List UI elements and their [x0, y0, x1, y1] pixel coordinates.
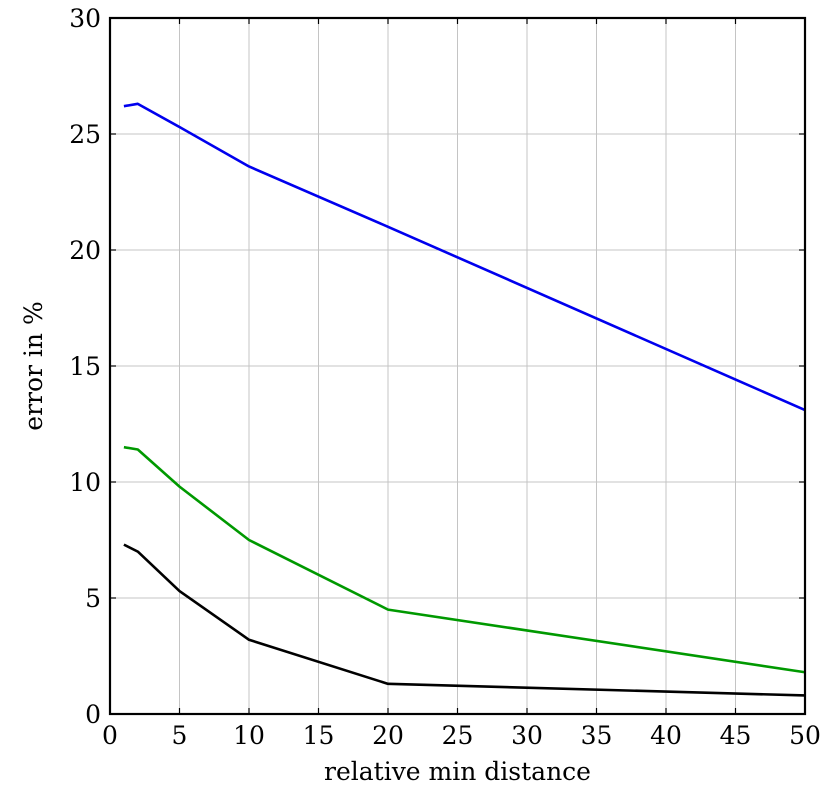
grid: [109, 17, 806, 715]
x-axis-label: relative min distance: [324, 757, 591, 786]
tick-marks: [109, 17, 806, 715]
x-tick-label: 45: [720, 721, 752, 750]
y-tick-labels: 0 5 10 15 20 25 30: [69, 4, 101, 729]
x-tick-label: 5: [172, 721, 188, 750]
y-tick-label: 0: [85, 700, 101, 729]
x-tick-label: 40: [650, 721, 682, 750]
x-tick-label: 50: [789, 721, 821, 750]
x-tick-label: 15: [303, 721, 335, 750]
x-tick-label: 0: [102, 721, 118, 750]
x-tick-label: 30: [511, 721, 543, 750]
y-tick-label: 10: [69, 468, 101, 497]
y-tick-label: 15: [69, 352, 101, 381]
series-line-1: [123, 102, 806, 412]
y-tick-label: 25: [69, 120, 101, 149]
x-tick-label: 10: [233, 721, 265, 750]
series-line-3: [123, 543, 806, 697]
y-axis-label: error in %: [19, 301, 48, 430]
x-tick-labels: 0 5 10 15 20 25 30 35 40 45 50: [102, 721, 821, 750]
series-group: [123, 102, 806, 697]
y-tick-label: 5: [85, 584, 101, 613]
x-tick-label: 20: [372, 721, 404, 750]
y-tick-label: 20: [69, 236, 101, 265]
y-tick-label: 30: [69, 4, 101, 33]
x-tick-label: 35: [581, 721, 613, 750]
series-line-2: [123, 445, 806, 674]
x-tick-label: 25: [442, 721, 474, 750]
